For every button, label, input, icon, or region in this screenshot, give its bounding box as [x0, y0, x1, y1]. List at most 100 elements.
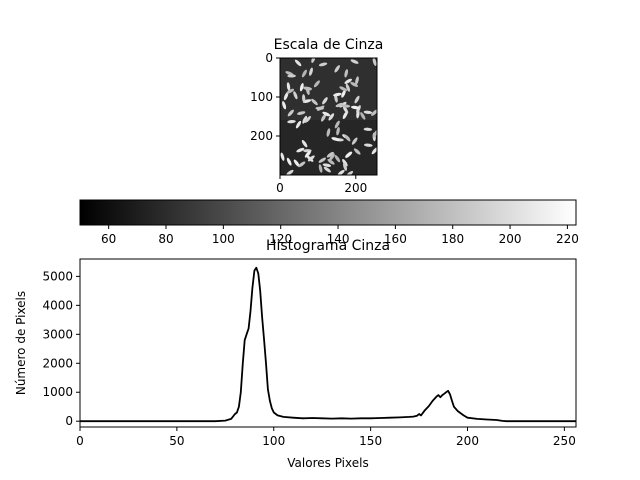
y-tick-label: 5000: [42, 269, 73, 283]
rice-grain: [286, 157, 292, 166]
x-axis-label: Valores Pixels: [287, 456, 368, 470]
rice-grain: [350, 81, 359, 87]
rice-grain: [353, 148, 361, 155]
rice-grain: [286, 88, 295, 94]
rice-grain: [320, 113, 327, 122]
rice-grain: [344, 134, 351, 142]
rice-grain: [364, 143, 373, 147]
rice-grain: [323, 166, 331, 173]
rice-grain: [296, 147, 305, 153]
chart-title: Histograma Cinza: [266, 238, 390, 254]
rice-grain: [333, 92, 342, 97]
rice-grain: [342, 111, 348, 119]
rice-grain: [309, 67, 313, 76]
rice-grain: [287, 74, 296, 78]
rice-grain: [335, 102, 344, 108]
rice-grain: [326, 151, 334, 158]
rice-grain: [318, 164, 323, 173]
rice-grain: [371, 109, 377, 116]
rice-grain: [311, 58, 316, 63]
rice-grain: [350, 59, 359, 64]
colorbar-tick-label: 180: [441, 232, 464, 246]
colorbar-tick-label: 140: [327, 232, 350, 246]
colorbar-tick-label: 160: [384, 232, 407, 246]
rice-grain: [282, 101, 287, 110]
rice-grain: [344, 78, 352, 84]
rice-grains-image: [280, 58, 377, 175]
image-x-tick-label: 0: [276, 181, 284, 195]
rice-grain: [302, 94, 306, 103]
plot-frame: [79, 258, 577, 428]
rice-grain: [293, 159, 300, 167]
rice-grain: [344, 69, 349, 78]
rice-grain: [301, 140, 308, 148]
colorbar-tick-label: 60: [101, 232, 116, 246]
y-tick-label: 3000: [42, 327, 73, 341]
image-x-tick-label: 200: [344, 181, 367, 195]
rice-grain: [363, 127, 373, 131]
rice-grain: [339, 86, 348, 92]
rice-grain: [371, 147, 377, 155]
rice-grain: [299, 83, 304, 92]
x-tick-label: 150: [359, 434, 382, 448]
rice-grain: [304, 150, 311, 158]
rice-grain: [354, 95, 360, 104]
rice-grain: [355, 76, 359, 85]
rice-grain: [287, 119, 296, 124]
rice-grain: [286, 82, 291, 91]
rice-grain: [337, 169, 345, 175]
rice-grain: [336, 126, 340, 136]
rice-grain: [328, 113, 335, 121]
rice-grain: [294, 59, 302, 67]
colorbar-tick-label: 200: [499, 232, 522, 246]
rice-grain: [301, 69, 307, 78]
rice-grain: [302, 86, 312, 91]
rice-grain: [341, 104, 351, 108]
x-tick-label: 0: [76, 434, 84, 448]
rice-grain: [318, 157, 327, 163]
image-x-axis: 0 200: [276, 175, 367, 195]
image-frame: [279, 57, 378, 176]
rice-grain: [311, 98, 318, 106]
y-axis-label: Número de Pixels: [14, 291, 28, 395]
rice-grain: [322, 163, 332, 167]
rice-grain: [322, 97, 328, 105]
rice-grain: [327, 158, 335, 165]
rice-grain: [302, 99, 312, 104]
rice-grain: [295, 120, 302, 129]
colorbar-tick-label: 120: [269, 232, 292, 246]
x-tick-label: 50: [169, 434, 184, 448]
rice-grain: [334, 120, 340, 129]
rice-grain: [318, 62, 328, 67]
image-panel: Escala de Cinza 0 200 0 100 200: [250, 37, 383, 195]
rice-grain: [283, 92, 289, 101]
rice-grain: [286, 169, 294, 175]
rice-grain: [341, 89, 346, 98]
colorbar-tick-label: 80: [158, 232, 173, 246]
rice-grain: [343, 162, 347, 171]
rice-grain: [342, 106, 349, 114]
rice-grain: [351, 137, 358, 145]
rice-grain: [307, 155, 315, 162]
rice-grain: [350, 105, 360, 110]
rice-grain: [345, 151, 353, 158]
rice-grain: [360, 112, 366, 120]
rice-grain: [329, 153, 335, 161]
colorbar: 60 80 100 120 140 160 180 200 220: [79, 199, 579, 246]
rice-grain: [297, 111, 306, 115]
rice-grain: [293, 91, 298, 100]
x-axis: 0 50 100 150 200 250: [76, 427, 576, 448]
colorbar-gradient: [79, 199, 577, 226]
y-tick-label: 4000: [42, 298, 73, 312]
rice-grain: [287, 109, 294, 117]
y-tick-label: 1000: [42, 385, 73, 399]
rice-grain: [322, 111, 331, 117]
y-tick-label: 0: [65, 414, 73, 428]
rice-grain: [315, 106, 324, 110]
rice-grain: [363, 110, 373, 114]
colorbar-tick-label: 100: [212, 232, 235, 246]
rice-grain: [345, 83, 351, 92]
histogram-chart: Histograma Cinza 0 50 100 150 200 250 0 1000 20…: [14, 238, 577, 470]
x-tick-label: 200: [456, 434, 479, 448]
